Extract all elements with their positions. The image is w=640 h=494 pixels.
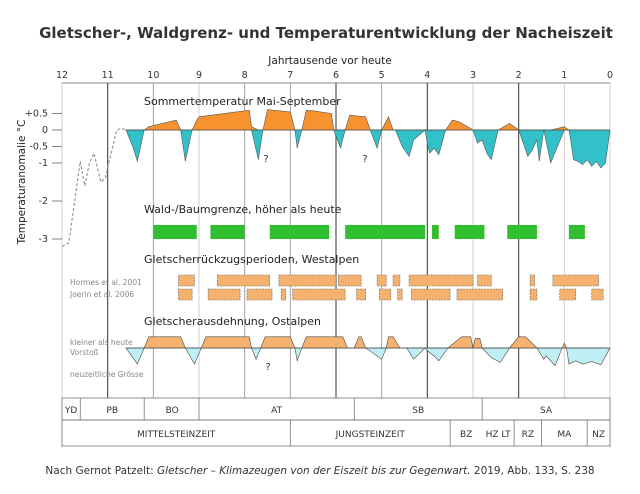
x-tick-label: 1 — [561, 70, 567, 81]
retreat-bar-hormes — [392, 274, 401, 287]
retreat-bar-joerin — [280, 288, 287, 301]
retreat-bar-hormes — [278, 274, 337, 287]
x-tick-label: 0 — [607, 70, 613, 81]
x-tick-label: 8 — [242, 70, 248, 81]
retreat-bar-hormes — [408, 274, 474, 287]
retreat-bar-hormes — [337, 274, 362, 287]
y-tick-label: 0 — [42, 125, 48, 136]
x-tick-label: 11 — [102, 70, 114, 81]
caption-italic: Gletscher – Klimazeugen von der Eiszeit … — [157, 465, 471, 477]
retreat-bar-hormes — [529, 274, 535, 287]
culture-HZ-LT: HZ LT — [486, 430, 512, 440]
question-mark-3: ? — [265, 362, 270, 373]
caption: Nach Gernot Patzelt: Gletscher – Klimaze… — [45, 465, 594, 477]
treeline-bar — [431, 225, 439, 239]
culture-MA: MA — [557, 430, 572, 440]
biozone-YD: YD — [64, 406, 77, 416]
lateglacial-dashed-line — [61, 127, 127, 248]
culture-NZ: NZ — [592, 430, 605, 440]
chart-title: Gletscher-, Waldgrenz- und Temperaturent… — [39, 24, 613, 42]
x-axis-title: Jahrtausende vor heute — [267, 55, 391, 67]
retreat-bar-joerin — [292, 288, 346, 301]
retreat-bar-joerin — [591, 288, 604, 301]
treeline-bar — [454, 225, 485, 239]
x-tick-label: 4 — [424, 70, 430, 81]
question-mark-1: ? — [263, 154, 268, 165]
culture-BZ: BZ — [460, 430, 472, 440]
extension-warm-area — [125, 336, 610, 349]
panel-title-temperature: Sommertemperatur Mai-September — [144, 95, 341, 108]
extension-cold-area — [125, 347, 611, 367]
retreat-bars — [178, 274, 604, 301]
retreat-bar-hormes — [376, 274, 387, 287]
label-smaller: kleiner als heute — [70, 338, 133, 347]
retreat-bar-hormes — [552, 274, 599, 287]
retreat-bar-joerin — [529, 288, 538, 301]
culture-MITTELSTEINZEIT: MITTELSTEINZEIT — [137, 430, 216, 440]
y-tick-label: +0.5 — [25, 109, 48, 120]
biozone-PB: PB — [106, 406, 118, 416]
caption-suffix: 2019, Abb. 133, S. 238 — [471, 465, 595, 477]
treeline-bar — [568, 225, 585, 239]
y-tick-label: -2 — [39, 196, 48, 207]
caption-prefix: Nach Gernot Patzelt: — [45, 465, 157, 477]
y-tick-labels: +0.5 0 -0.5 -1 -2 -3 — [25, 109, 62, 245]
label-advance: Vorstoß — [70, 348, 99, 357]
retreat-bar-joerin — [456, 288, 503, 301]
period-tables: YD PB BO AT SB SA MITTELSTEINZEIT JUNGSTEINZEIT… — [61, 397, 611, 447]
treeline-bar — [345, 225, 426, 239]
x-tick-label: 2 — [516, 70, 522, 81]
x-tick-label: 9 — [196, 70, 202, 81]
retreat-bar-joerin — [379, 288, 392, 301]
x-tick-label: 7 — [287, 70, 293, 81]
panel-title-extension: Gletscherausdehnung, Ostalpen — [144, 315, 321, 328]
x-tick-label: 10 — [147, 70, 159, 81]
biozone-SA: SA — [540, 406, 553, 416]
retreat-bar-hormes — [216, 274, 271, 287]
retreat-bar-hormes — [477, 274, 492, 287]
biozone-BO: BO — [166, 406, 179, 416]
retreat-bar-joerin — [207, 288, 241, 301]
biozone-AT: AT — [271, 406, 282, 416]
treeline-bar — [507, 225, 537, 239]
y-tick-label: -1 — [39, 158, 48, 169]
x-tick-label: 6 — [333, 70, 339, 81]
x-tick-labels: 12 11 10 9 8 7 6 5 4 3 2 1 0 — [56, 70, 613, 81]
panel-title-retreat: Gletscherrückzugsperioden, Westalpen — [144, 253, 359, 266]
y-axis-title: Temperaturanomalie °C — [16, 120, 28, 246]
y-tick-label: -3 — [39, 234, 48, 245]
temperature-area — [61, 109, 611, 248]
question-mark-2: ? — [362, 154, 367, 165]
extension-area — [125, 336, 611, 367]
y-tick-label: -0.5 — [29, 142, 48, 153]
source-joerin: Joerin et al. 2006 — [69, 290, 134, 299]
treeline-bar — [210, 225, 245, 239]
retreat-bar-hormes — [178, 274, 195, 287]
panel-title-treeline: Wald-/Baumgrenze, höher als heute — [144, 203, 342, 216]
temperature-warm-area — [125, 109, 610, 131]
x-tick-label: 5 — [379, 70, 385, 81]
culture-row — [61, 419, 611, 447]
x-tick-label: 3 — [470, 70, 476, 81]
retreat-bar-joerin — [356, 288, 366, 301]
retreat-bar-joerin — [397, 288, 403, 301]
biozone-SB: SB — [412, 406, 424, 416]
treeline-bar — [269, 225, 330, 239]
retreat-bar-joerin — [246, 288, 273, 301]
treeline-bars — [153, 225, 585, 239]
source-hormes: Hormes et al. 2001 — [70, 278, 142, 287]
x-tick-label: 12 — [56, 70, 68, 81]
treeline-bar — [153, 225, 197, 239]
label-modern-size: neuzeitliche Grösse — [70, 370, 144, 379]
retreat-bar-joerin — [559, 288, 577, 301]
retreat-bar-joerin — [411, 288, 451, 301]
temperature-cold-area — [125, 129, 611, 169]
culture-JUNGSTEINZEIT: JUNGSTEINZEIT — [335, 430, 406, 440]
culture-RZ: RZ — [522, 430, 534, 440]
retreat-bar-joerin — [178, 288, 193, 301]
